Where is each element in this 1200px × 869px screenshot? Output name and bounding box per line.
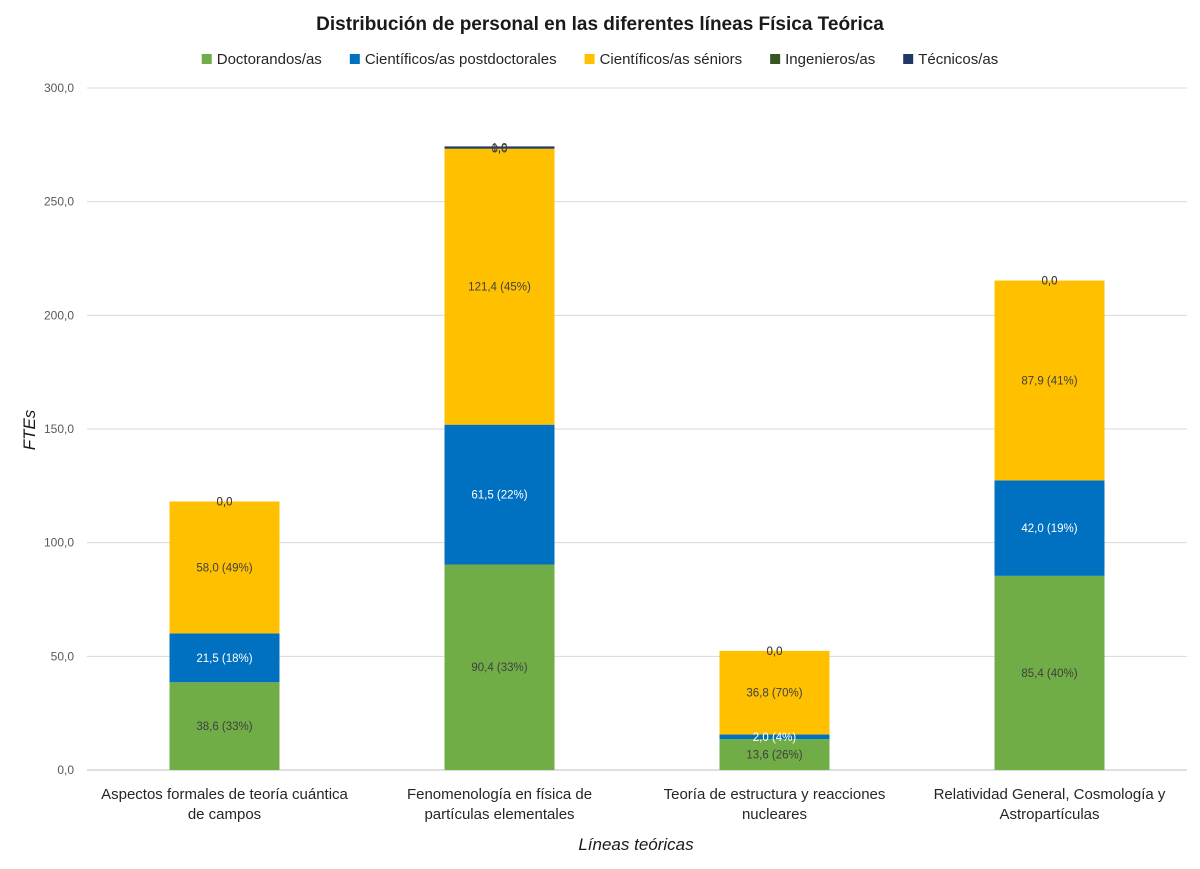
bar-segment-cientificos-as-seniors (169, 501, 280, 634)
x-category-label: Relatividad General, Cosmología y (934, 786, 1166, 803)
legend-swatch-cientificos-as-seniors (584, 54, 595, 64)
chart-title: Distribución de personal en las diferent… (316, 14, 884, 35)
data-label-ingenieros-as: 0,0 (767, 646, 783, 658)
y-tick-label: 50,0 (51, 649, 75, 663)
bar-segment-cientificos-as-postdoctorales (444, 424, 555, 565)
legend-label-ingenieros-as: Ingenieros/as (785, 51, 875, 68)
data-label-cientificos-as-postdoctorales: 21,5 (18%) (196, 653, 252, 665)
data-label-doctorandos-as: 85,4 (40%) (1021, 668, 1077, 680)
data-label-ingenieros-as: 0,0 (492, 144, 508, 156)
legend-label-cientificos-as-postdoctorales: Científicos/as postdoctorales (365, 51, 557, 68)
data-label-tecnicos-as: 1,0 (492, 143, 508, 155)
legend-swatch-cientificos-as-postdoctorales (349, 54, 360, 64)
data-label-tecnicos-as: 0,0 (1042, 276, 1058, 288)
bar-segment-cientificos-as-seniors (994, 280, 1105, 481)
x-category-label: de campos (188, 806, 261, 823)
x-category-label: Aspectos formales de teoría cuántica (101, 786, 348, 803)
x-category-label: Teoría de estructura y reacciones (664, 786, 886, 803)
legend-label-cientificos-as-seniors: Científicos/as séniors (600, 51, 743, 68)
legend-swatch-tecnicos-as (903, 54, 914, 64)
y-tick-label: 0,0 (57, 763, 74, 777)
bar-segment-doctorandos-as (169, 682, 280, 770)
bar-segment-cientificos-as-postdoctorales (169, 633, 280, 683)
y-tick-label: 200,0 (44, 308, 74, 322)
x-category-label: nucleares (742, 806, 807, 823)
data-label-cientificos-as-seniors: 87,9 (41%) (1021, 375, 1077, 387)
bar-segment-doctorandos-as (994, 575, 1105, 770)
data-label-doctorandos-as: 38,6 (33%) (196, 721, 252, 733)
data-labels: 38,6 (33%) 21,5 (18%) 58,0 (49%) 0,0 0,0 90,4… (196, 143, 1077, 762)
data-label-cientificos-as-postdoctorales: 42,0 (19%) (1021, 523, 1077, 535)
data-label-ingenieros-as: 0,0 (1042, 276, 1058, 288)
data-label-ingenieros-as: 0,0 (217, 497, 233, 509)
legend-swatch-doctorandos-as (201, 54, 212, 64)
y-axis-title: FTEs (20, 409, 39, 450)
y-tick-label: 250,0 (44, 195, 74, 209)
legend-swatch-ingenieros-as (770, 54, 781, 64)
y-axis-ticks: 0,0 50,0 100,0 150,0 200,0 250,0 300,0 (44, 81, 74, 777)
data-label-cientificos-as-seniors: 36,8 (70%) (746, 688, 802, 700)
x-axis-title: Líneas teóricas (578, 835, 694, 854)
data-label-doctorandos-as: 13,6 (26%) (746, 750, 802, 762)
data-label-cientificos-as-seniors: 121,4 (45%) (468, 282, 531, 294)
legend-label-tecnicos-as: Técnicos/as (918, 51, 998, 68)
bar-segment-cientificos-as-postdoctorales (719, 734, 830, 740)
x-category-label: Fenomenología en física de (407, 786, 592, 803)
x-category-label: Astropartículas (999, 806, 1099, 823)
data-label-doctorandos-as: 90,4 (33%) (471, 662, 527, 674)
data-label-tecnicos-as: 0,0 (767, 646, 783, 658)
y-tick-label: 100,0 (44, 536, 74, 550)
data-label-cientificos-as-seniors: 58,0 (49%) (196, 562, 252, 574)
x-axis-categories: Aspectos formales de teoría cuántica de c… (101, 786, 1166, 823)
legend-label-doctorandos-as: Doctorandos/as (217, 51, 322, 68)
bars (169, 146, 1105, 770)
bar-segment-cientificos-as-seniors (719, 650, 830, 735)
bar-segment-doctorandos-as (444, 564, 555, 770)
bar-segment-doctorandos-as (719, 739, 830, 770)
data-label-cientificos-as-postdoctorales: 61,5 (22%) (471, 490, 527, 502)
x-category-label: partículas elementales (424, 806, 574, 823)
bar-segment-cientificos-as-postdoctorales (994, 480, 1105, 576)
data-label-tecnicos-as: 0,0 (217, 497, 233, 509)
bar-segment-cientificos-as-seniors (444, 148, 555, 425)
y-tick-label: 150,0 (44, 422, 74, 436)
legend: Doctorandos/as Científicos/as postdoctora… (201, 51, 998, 68)
bar-segment-tecnicos-as (444, 146, 555, 149)
data-label-cientificos-as-postdoctorales: 2,0 (4%) (753, 732, 797, 744)
y-tick-label: 300,0 (44, 81, 74, 95)
